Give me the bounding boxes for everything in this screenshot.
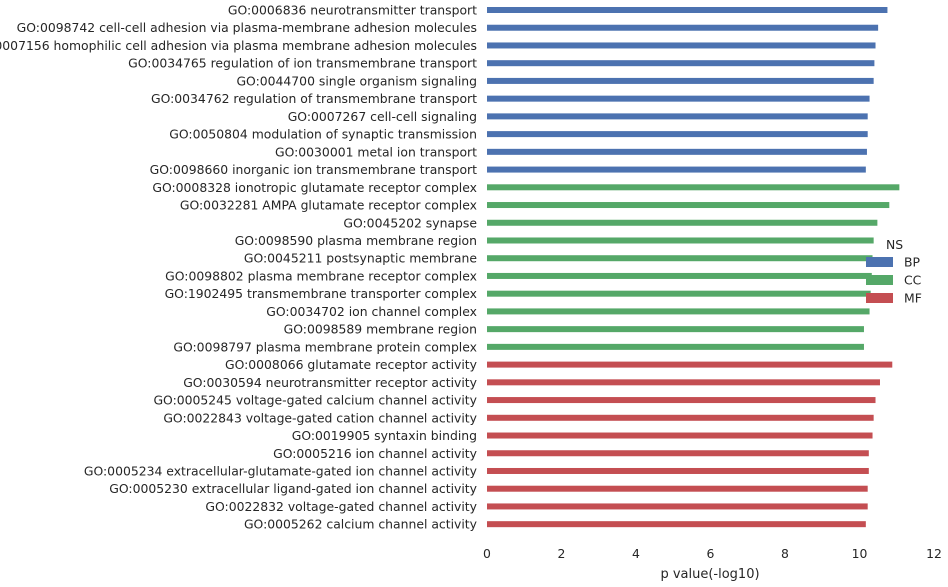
bar-mf [487, 361, 893, 368]
bar-mf [487, 503, 868, 510]
category-label: GO:0006836 neurotransmitter transport [228, 3, 477, 18]
category-label: GO:0005245 voltage-gated calcium channel… [153, 393, 477, 408]
category-label: GO:0008066 glutamate receptor activity [225, 357, 477, 372]
x-tick-label: 8 [781, 546, 789, 561]
bar-mf [487, 414, 874, 421]
category-label: GO:0034765 regulation of ion transmembra… [128, 56, 477, 71]
x-tick-label: 2 [558, 546, 566, 561]
category-label: GO:0098802 plasma membrane receptor comp… [165, 268, 477, 283]
category-label: GO:0098660 inorganic ion transmembrane t… [150, 162, 477, 177]
category-label: GO:0030001 metal ion transport [275, 144, 477, 159]
category-label: GO:0022832 voltage-gated channel activit… [205, 499, 477, 514]
category-labels: GO:0006836 neurotransmitter transport GO:… [0, 3, 477, 532]
bar-cc [487, 290, 871, 297]
legend-swatch-cc [866, 275, 893, 285]
bar-bp [487, 131, 868, 138]
bar-mf [487, 397, 876, 404]
legend-swatch-bp [866, 257, 893, 267]
bar-bp [487, 24, 879, 31]
x-tick-label: 6 [707, 546, 715, 561]
category-label: GO:0050804 modulation of synaptic transm… [169, 127, 477, 142]
category-label: GO:0098590 plasma membrane region [235, 233, 477, 248]
legend-swatch-mf [866, 293, 893, 303]
bar-mf [487, 379, 880, 386]
category-label: GO:0008328 ionotropic glutamate receptor… [152, 180, 477, 195]
category-label: GO:1902495 transmembrane transporter com… [165, 286, 477, 301]
category-label: GO:0044700 single organism signaling [236, 73, 477, 88]
legend-label-mf: MF [904, 291, 922, 306]
category-label: GO:0022843 voltage-gated cation channel … [163, 410, 477, 425]
bars-group [487, 7, 900, 528]
bar-bp [487, 113, 868, 120]
bar-cc [487, 272, 872, 279]
x-tick-label: 10 [852, 546, 868, 561]
category-label: GO:0034762 regulation of transmembrane t… [151, 91, 477, 106]
category-label: GO:0098797 plasma membrane protein compl… [173, 339, 477, 354]
category-label: GO:0045211 postsynaptic membrane [244, 251, 477, 266]
legend-label-cc: CC [904, 273, 921, 288]
bar-mf [487, 521, 866, 528]
bar-mf [487, 450, 869, 457]
category-label: GO:0030594 neurotransmitter receptor act… [183, 375, 477, 390]
bar-bp [487, 42, 876, 49]
bar-bp [487, 77, 874, 84]
category-label: GO:0045202 synapse [343, 215, 477, 230]
x-axis-title: p value(-log10) [660, 567, 759, 582]
bar-mf [487, 485, 868, 492]
bar-mf [487, 467, 869, 474]
category-label: GO:0098742 cell-cell adhesion via plasma… [17, 20, 477, 35]
bar-mf [487, 432, 873, 439]
bar-cc [487, 184, 900, 191]
bar-cc [487, 343, 864, 350]
bar-bp [487, 60, 875, 67]
category-label: GO:0034702 ion channel complex [266, 304, 477, 319]
legend: NS BP CC MF [866, 237, 922, 306]
category-label: GO:0007267 cell-cell signaling [288, 109, 477, 124]
legend-label-bp: BP [904, 255, 921, 270]
bar-cc [487, 255, 873, 262]
bar-cc [487, 326, 864, 333]
bar-cc [487, 202, 890, 209]
bar-bp [487, 7, 888, 13]
x-tick-label: 0 [483, 546, 491, 561]
bar-bp [487, 166, 866, 173]
legend-items: BP CC MF [866, 255, 922, 306]
bar-cc [487, 308, 870, 315]
bar-cc [487, 219, 878, 226]
category-label: GO:0005234 extracellular-glutamate-gated… [84, 463, 477, 478]
category-label: GO:0005216 ion channel activity [273, 446, 477, 461]
x-axis-ticks: 0 2 4 6 8 10 12 [483, 546, 942, 561]
bar-cc [487, 237, 874, 244]
category-label: GO:0032281 AMPA glutamate receptor compl… [180, 198, 477, 213]
category-label: GO:0005230 extracellular ligand-gated io… [109, 481, 477, 496]
bar-bp [487, 148, 867, 155]
bar-bp [487, 95, 870, 102]
category-label: GO:0098589 membrane region [284, 322, 477, 337]
legend-title: NS [886, 237, 903, 252]
category-label: GO:0019905 syntaxin binding [292, 428, 477, 443]
x-tick-label: 12 [926, 546, 942, 561]
category-label: GO:0005262 calcium channel activity [244, 517, 477, 532]
category-label: GO:0007156 homophilic cell adhesion via … [0, 38, 477, 53]
x-tick-label: 4 [632, 546, 640, 561]
